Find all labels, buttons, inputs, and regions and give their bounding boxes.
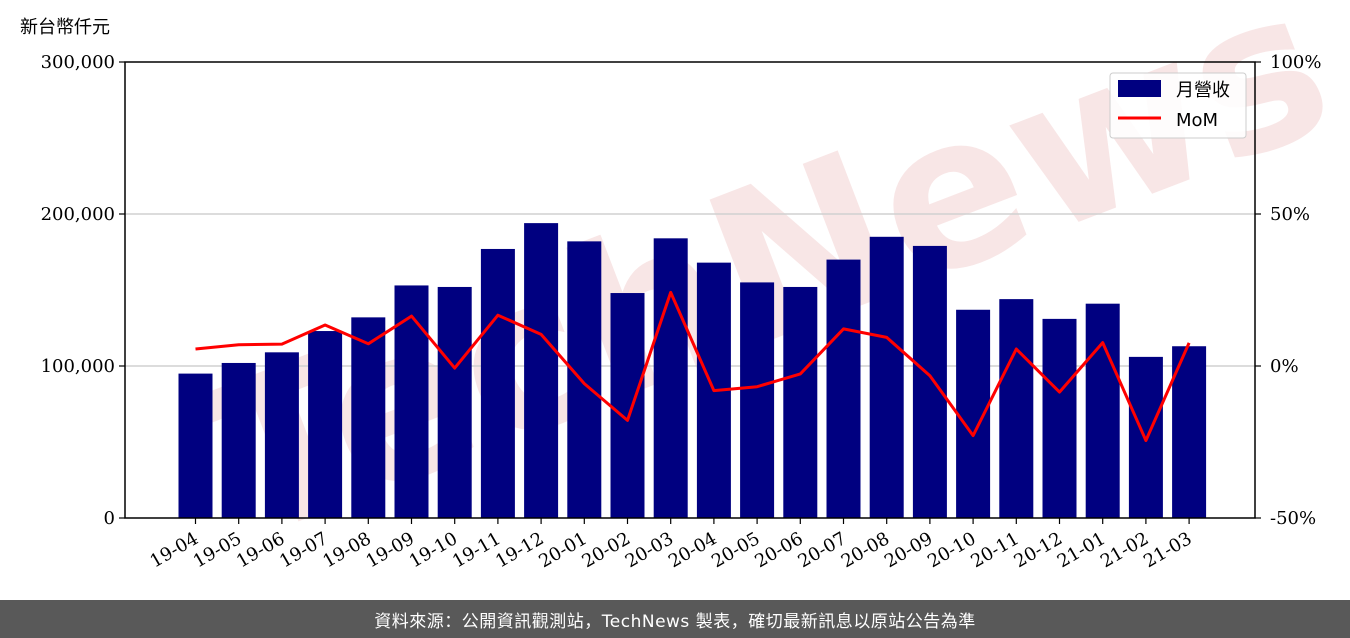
bar [394, 285, 429, 518]
x-tick-label: 20-06 [751, 528, 806, 572]
bar [567, 241, 602, 519]
bar [826, 259, 861, 518]
bar [999, 299, 1034, 518]
x-tick-label: 19-11 [449, 528, 504, 572]
revenue-chart: TechNews 新台幣仟元 0100,000200,000300,000-50… [20, 0, 1350, 587]
bar [524, 223, 559, 518]
bar [653, 238, 688, 518]
x-tick-label: 19-05 [190, 528, 245, 572]
x-tick-label: 20-07 [795, 528, 850, 572]
x-tick-label: 21-03 [1140, 528, 1195, 572]
x-tick-label: 20-05 [708, 528, 763, 572]
mom-line [195, 290, 1191, 442]
x-tick-label: 21-01 [1054, 528, 1109, 572]
x-tick-label: 20-08 [838, 528, 893, 572]
x-tick-label: 19-12 [492, 528, 547, 572]
bar [869, 236, 904, 519]
y-tick-label: 300,000 [41, 52, 115, 73]
bar [1085, 303, 1120, 518]
x-tick-label: 19-10 [406, 528, 461, 572]
bar [912, 245, 947, 519]
x-tick-label: 20-11 [967, 528, 1022, 572]
y-tick-label: 100,000 [41, 356, 115, 377]
bar [264, 352, 299, 518]
y2-tick-label: 50% [1270, 204, 1310, 225]
y2-tick-label: 100% [1270, 52, 1321, 73]
bar [178, 373, 213, 518]
x-tick-label: 20-09 [881, 528, 936, 572]
x-tick-label: 21-02 [1097, 528, 1152, 572]
source-note: 資料來源：公開資訊觀測站，TechNews 製表，確切最新訊息以原站公告為準 [374, 611, 976, 632]
bar [351, 317, 386, 518]
legend-swatch-bar [1118, 80, 1161, 97]
y-tick-label: 0 [104, 508, 115, 529]
plot-frame [124, 61, 1256, 519]
bar [1172, 346, 1207, 518]
bar [480, 248, 515, 518]
x-tick-label: 20-03 [622, 528, 677, 572]
bar [740, 282, 775, 518]
x-tick-label: 20-12 [1011, 528, 1066, 572]
chart-area: TechNews 新台幣仟元 0100,000200,000300,000-50… [20, 0, 1350, 587]
bar [1042, 318, 1077, 518]
bar [437, 286, 472, 518]
y2-tick-label: -50% [1270, 508, 1316, 529]
y2-tick-label: 0% [1270, 356, 1299, 377]
x-tick-label: 20-01 [535, 528, 590, 572]
x-tick-label: 20-02 [579, 528, 634, 572]
y-tick-label: 200,000 [41, 204, 115, 225]
bar [221, 362, 256, 518]
footer-bar: 資料來源：公開資訊觀測站，TechNews 製表，確切最新訊息以原站公告為準 [0, 600, 1350, 638]
x-tick-label: 20-04 [665, 528, 720, 572]
x-tick-label: 19-04 [147, 528, 202, 572]
bar [308, 331, 343, 518]
legend-label-revenue: 月營收 [1176, 80, 1230, 101]
x-tick-label: 20-10 [924, 528, 979, 572]
bar [783, 286, 818, 518]
left-axis-unit-label: 新台幣仟元 [20, 17, 110, 38]
bar [610, 293, 645, 518]
legend-label-mom: MoM [1176, 110, 1218, 131]
